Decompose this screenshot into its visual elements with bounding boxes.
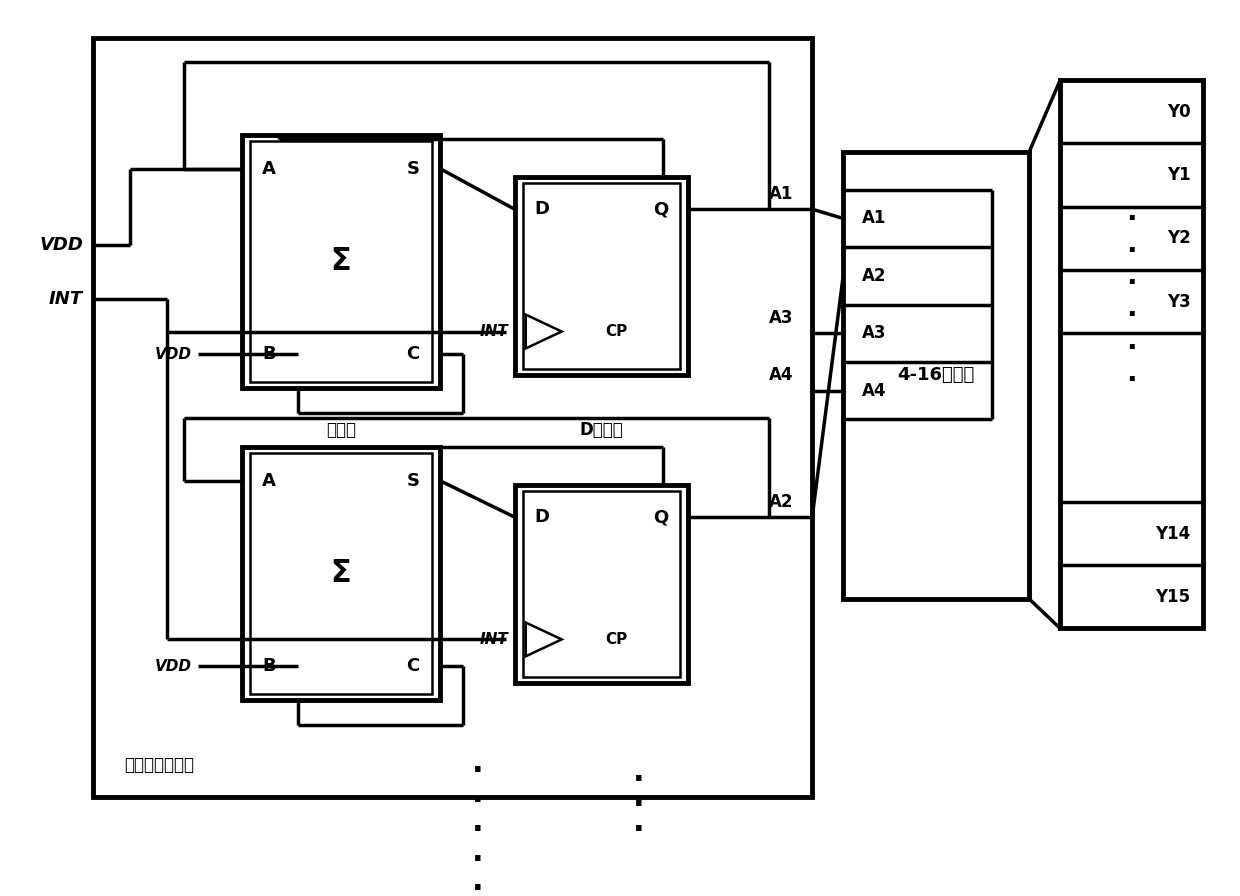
Text: Y0: Y0 xyxy=(1167,103,1190,121)
Text: ·: · xyxy=(1126,301,1137,330)
Text: ·: · xyxy=(1126,333,1137,362)
Text: A2: A2 xyxy=(769,493,794,511)
Text: Σ: Σ xyxy=(331,559,351,588)
Text: Y14: Y14 xyxy=(1156,524,1190,543)
Bar xyxy=(242,447,440,700)
Text: ·: · xyxy=(632,766,645,795)
Text: 半加器: 半加器 xyxy=(326,421,356,439)
Text: B: B xyxy=(263,345,275,363)
Bar xyxy=(843,151,1029,599)
Bar xyxy=(1060,80,1203,628)
Text: Y1: Y1 xyxy=(1167,166,1190,184)
Text: A1: A1 xyxy=(769,185,794,203)
Text: 4-16译码器: 4-16译码器 xyxy=(898,366,975,384)
Text: INT: INT xyxy=(48,290,83,308)
Text: S: S xyxy=(407,472,419,490)
Bar xyxy=(250,141,432,382)
Text: A4: A4 xyxy=(769,366,794,384)
Text: D: D xyxy=(534,200,549,219)
Text: A: A xyxy=(262,159,277,177)
Text: A2: A2 xyxy=(862,267,887,285)
Text: ·: · xyxy=(632,791,645,820)
Text: Y3: Y3 xyxy=(1167,293,1190,311)
Text: INT: INT xyxy=(480,324,508,339)
Bar xyxy=(523,491,680,677)
Text: ·: · xyxy=(1126,270,1137,297)
Text: ·: · xyxy=(471,875,484,896)
Text: CP: CP xyxy=(605,324,627,339)
Text: Y15: Y15 xyxy=(1156,588,1190,606)
Text: Y2: Y2 xyxy=(1167,229,1190,247)
Text: CP: CP xyxy=(605,632,627,647)
Text: ·: · xyxy=(471,816,484,846)
Text: VDD: VDD xyxy=(40,236,83,254)
Text: A: A xyxy=(262,472,277,490)
Text: INT: INT xyxy=(480,632,508,647)
Bar xyxy=(523,183,680,369)
Text: C: C xyxy=(407,345,419,363)
Text: C: C xyxy=(407,658,419,676)
Text: 输入码产生电路: 输入码产生电路 xyxy=(124,756,193,774)
Bar xyxy=(93,38,812,797)
Text: Σ: Σ xyxy=(331,247,351,276)
Text: B: B xyxy=(263,658,275,676)
Text: VDD: VDD xyxy=(155,347,192,362)
Text: A4: A4 xyxy=(862,382,887,400)
Text: ·: · xyxy=(471,787,484,816)
Text: A3: A3 xyxy=(769,309,794,327)
Text: ·: · xyxy=(1126,205,1137,233)
Text: ·: · xyxy=(1126,366,1137,393)
Text: ·: · xyxy=(1126,237,1137,265)
Text: ·: · xyxy=(632,816,645,846)
Text: A3: A3 xyxy=(862,324,887,342)
Text: Q: Q xyxy=(653,200,668,219)
Text: Q: Q xyxy=(653,508,668,526)
Text: ·: · xyxy=(471,757,484,787)
Text: ·: · xyxy=(471,846,484,874)
Text: S: S xyxy=(407,159,419,177)
Bar xyxy=(242,135,440,388)
Bar xyxy=(250,453,432,694)
Text: VDD: VDD xyxy=(155,659,192,674)
Text: D: D xyxy=(534,508,549,526)
Bar xyxy=(515,485,688,684)
Text: A1: A1 xyxy=(862,210,887,228)
Text: D触发器: D触发器 xyxy=(579,421,624,439)
Bar xyxy=(515,177,688,375)
